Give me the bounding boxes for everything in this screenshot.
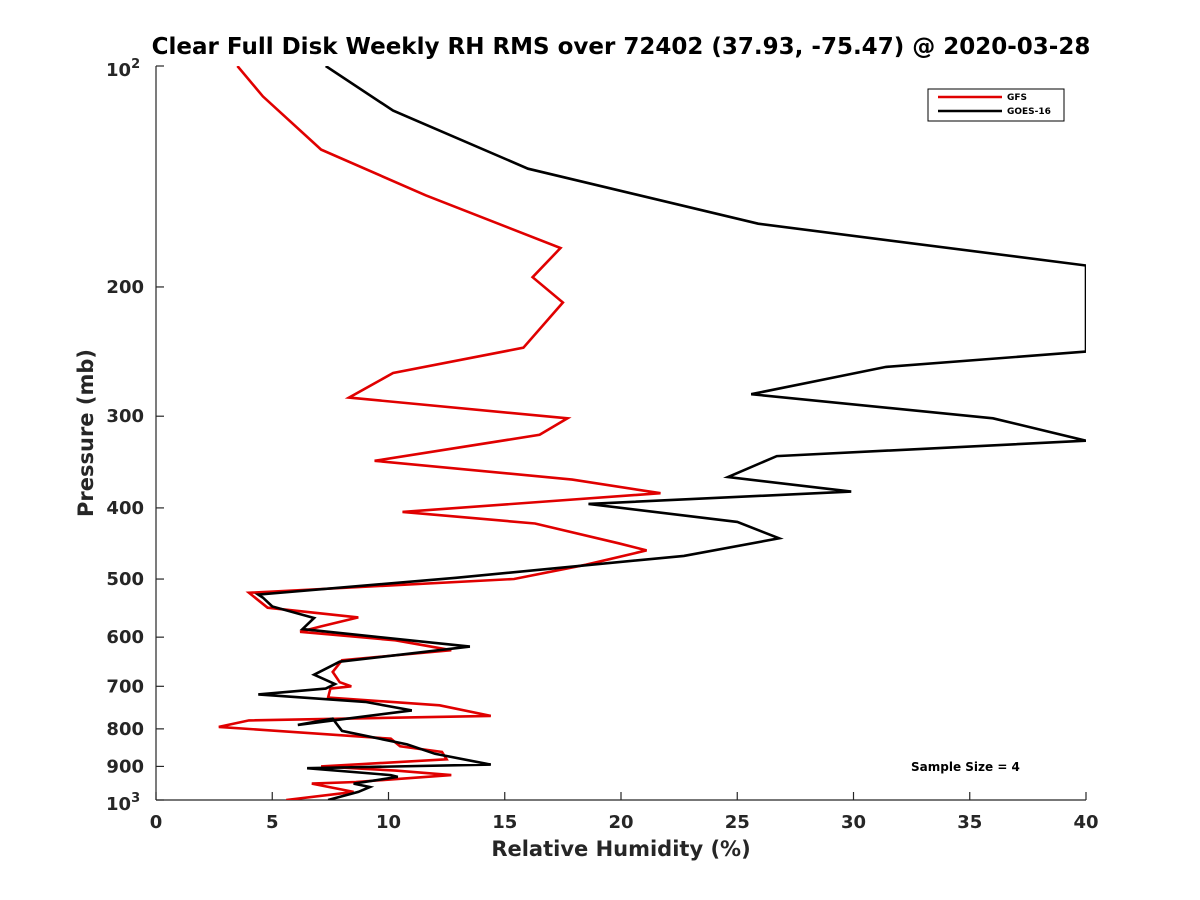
y-tick-label-bottom: 103 <box>106 791 140 815</box>
y-tick-label-6: 800 <box>106 719 144 740</box>
x-tick-label-1: 5 <box>266 812 279 833</box>
y-tick-label-0: 200 <box>106 277 144 298</box>
y-tick-label-4: 600 <box>106 627 144 648</box>
y-tick-label-7: 900 <box>106 756 144 777</box>
y-bottom-exp: 3 <box>131 791 140 806</box>
y-tick-label-top: 102 <box>106 57 140 81</box>
y-bottom-base: 10 <box>106 794 131 815</box>
x-axis-label: Relative Humidity (%) <box>491 837 750 861</box>
x-axis-ticks: 0 5 10 15 20 25 30 35 40 <box>150 792 1099 833</box>
x-tick-label-5: 25 <box>725 812 750 833</box>
series-line-goes-16 <box>254 66 1086 800</box>
y-axis-ticks: 200 300 400 500 600 700 800 900 <box>106 65 164 801</box>
legend-label-gfs: GFS <box>1007 93 1027 103</box>
legend-box <box>927 88 1065 122</box>
x-tick-label-7: 35 <box>957 812 982 833</box>
x-tick-label-0: 0 <box>150 812 163 833</box>
y-tick-label-5: 700 <box>106 676 144 697</box>
x-tick-label-6: 30 <box>841 812 866 833</box>
plot-lines <box>218 66 1086 800</box>
y-tick-label-1: 300 <box>106 406 144 427</box>
y-tick-label-2: 400 <box>106 498 144 519</box>
x-tick-label-3: 15 <box>492 812 517 833</box>
x-tick-label-4: 20 <box>608 812 633 833</box>
legend: GFS GOES-16 <box>927 88 1065 122</box>
series-line-gfs <box>218 66 661 800</box>
y-axis-label: Pressure (mb) <box>74 349 98 517</box>
x-tick-label-8: 40 <box>1073 812 1098 833</box>
sample-size-annotation: Sample Size = 4 <box>911 760 1020 774</box>
x-tick-label-2: 10 <box>376 812 401 833</box>
y-top-base: 10 <box>106 60 131 81</box>
chart-title: Clear Full Disk Weekly RH RMS over 72402… <box>152 34 1091 60</box>
y-top-exp: 2 <box>131 57 140 72</box>
y-tick-label-3: 500 <box>106 569 144 590</box>
legend-label-goes16: GOES-16 <box>1007 107 1051 117</box>
